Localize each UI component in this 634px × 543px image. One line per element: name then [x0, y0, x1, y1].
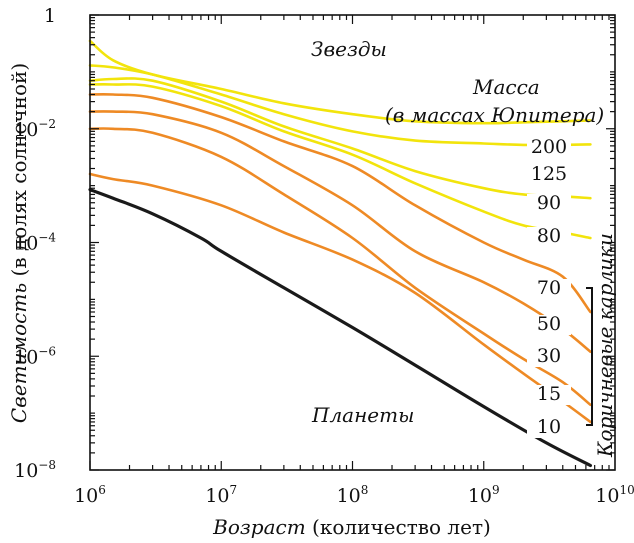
- series-line-mass-70: [88, 92, 592, 314]
- y-tick-label: 10−6: [14, 344, 56, 368]
- mass-title-line2: (в массах Юпитера): [385, 103, 604, 127]
- ticklabel-layer: 106 107 108 109 1010 1 10−2 10−4 10−6 10−8: [14, 5, 634, 507]
- x-tick-label: 106: [74, 483, 106, 507]
- series-layer: [88, 39, 592, 468]
- ticks-layer: [89, 14, 615, 471]
- mass-label-bg: [527, 194, 571, 214]
- y-tick-label: 10−2: [14, 117, 56, 141]
- y-axis-title: Светимость (в долях солнечной): [7, 63, 31, 423]
- x-tick-label: 107: [205, 483, 237, 507]
- brown-dwarf-bracket: [586, 287, 593, 426]
- mass-label-200: 200: [531, 136, 567, 158]
- mass-label-90: 90: [537, 192, 561, 214]
- mass-label-bg: [527, 347, 571, 367]
- y-tick-label: 1: [44, 5, 56, 27]
- mass-label-125: 125: [531, 163, 567, 185]
- planets-label: Планеты: [311, 403, 414, 427]
- mass-label-bg: [527, 227, 571, 247]
- series-line-mass-10: [88, 188, 592, 468]
- stars-label: Звезды: [311, 37, 387, 61]
- mass-label-80: 80: [537, 225, 561, 247]
- x-axis-title: Возраст (количество лет): [212, 515, 491, 539]
- y-tick-label: 10−8: [14, 458, 56, 482]
- x-tick-label: 109: [468, 483, 500, 507]
- mass-label-15: 15: [537, 383, 561, 405]
- mass-label-bg: [527, 279, 571, 299]
- mass-label-bg: [527, 138, 571, 158]
- mass-label-bg: [527, 165, 571, 185]
- mass-label-70: 70: [537, 277, 561, 299]
- series-line-mass-50: [88, 110, 592, 353]
- mass-labels-layer: 200 125 90 80 70 50 30 15 10: [527, 136, 571, 438]
- mass-label-bg: [527, 315, 571, 335]
- mass-label-30: 30: [537, 345, 561, 367]
- series-line-mass-30: [88, 127, 592, 407]
- series-line-mass-15: [88, 172, 592, 424]
- brown-dwarfs-label: Коричневые карлики: [593, 233, 617, 458]
- mass-label-50: 50: [537, 313, 561, 335]
- x-tick-label: 108: [337, 483, 369, 507]
- x-tick-label: 1010: [595, 483, 634, 507]
- mass-label-10: 10: [537, 416, 561, 438]
- mass-label-bg: [527, 385, 571, 405]
- mass-title-line1: Масса: [472, 75, 540, 99]
- y-tick-label: 10−4: [14, 231, 56, 255]
- mass-label-bg: [527, 418, 571, 438]
